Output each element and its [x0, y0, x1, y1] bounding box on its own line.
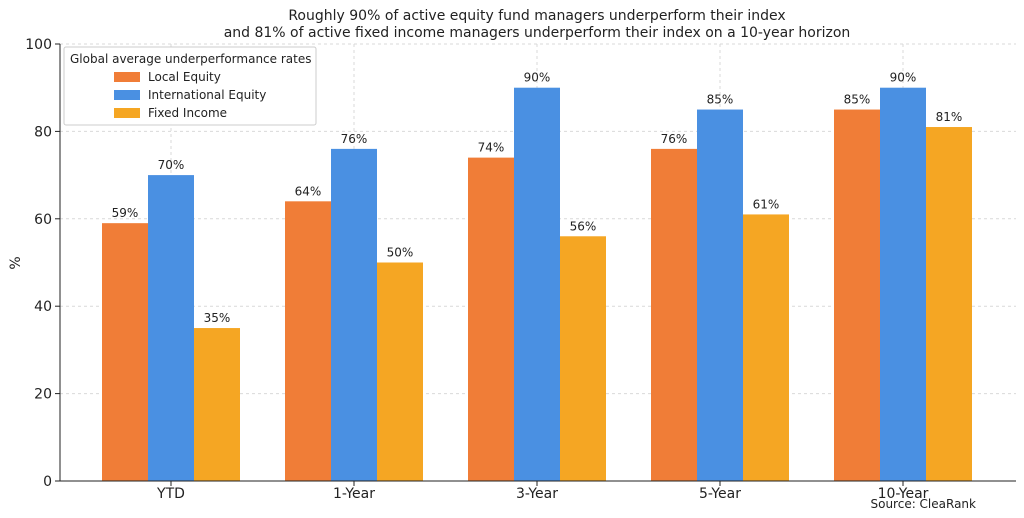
legend-swatch — [114, 72, 140, 82]
legend-title: Global average underperformance rates — [70, 52, 311, 66]
bar-value-label: 85% — [707, 93, 734, 107]
legend: Global average underperformance rates Lo… — [63, 46, 317, 126]
x-tick-label: 10-Year — [878, 486, 929, 502]
legend-label: Local Equity — [148, 70, 221, 84]
bar-value-label: 90% — [524, 71, 551, 85]
bar-value-label: 76% — [341, 132, 368, 146]
legend-box — [63, 46, 317, 126]
legend-swatch — [114, 90, 140, 100]
chart-title: Roughly 90% of active equity fund manage… — [288, 8, 785, 24]
bar-international-equity — [880, 87, 926, 481]
bar-fixed-income — [194, 328, 240, 481]
chart-subtitle: and 81% of active fixed income managers … — [224, 25, 851, 41]
bar-value-label: 61% — [753, 197, 780, 211]
bar-local-equity — [285, 201, 331, 481]
source-note: Source: CleaRank — [870, 497, 976, 511]
bar-fixed-income — [926, 127, 972, 481]
bar-local-equity — [651, 148, 697, 481]
bar-local-equity — [102, 223, 148, 482]
y-tick-label: 80 — [34, 124, 52, 140]
bar-international-equity — [148, 175, 194, 481]
x-tick-label: 3-Year — [516, 486, 558, 502]
x-tick-label: YTD — [156, 486, 185, 502]
legend-label: Fixed Income — [148, 106, 227, 120]
x-tick-label: 1-Year — [333, 486, 375, 502]
bar-value-label: 90% — [890, 71, 917, 85]
bar-international-equity — [697, 109, 743, 482]
bar-fixed-income — [560, 236, 606, 481]
bar-value-label: 50% — [387, 246, 414, 260]
bar-value-label: 64% — [295, 184, 322, 198]
y-tick-label: 40 — [34, 299, 52, 315]
bar-value-label: 70% — [158, 158, 185, 172]
bar-value-label: 76% — [661, 132, 688, 146]
bar-value-label: 59% — [112, 206, 139, 220]
bar-value-label: 74% — [478, 141, 505, 155]
y-tick-label: 0 — [43, 474, 52, 490]
y-axis-label: % — [8, 256, 24, 269]
legend-label: International Equity — [148, 88, 266, 102]
y-tick-label: 20 — [34, 387, 52, 403]
legend-swatch — [114, 108, 140, 118]
bar-value-label: 85% — [844, 93, 871, 107]
bar-local-equity — [834, 109, 880, 482]
bar-value-label: 81% — [936, 110, 963, 124]
x-tick-label: 5-Year — [699, 486, 741, 502]
bar-international-equity — [331, 148, 377, 481]
bars-layer: 59% 70% 35% 64% 76% 50% 74% 90% 56% 76% 85% 61% 85% 9… — [102, 71, 972, 482]
bar-fixed-income — [377, 262, 423, 481]
axes-layer: 0 20 40 60 80 100 YTD 1-Year 3-Year 5-Year 10-Year — [25, 37, 1016, 502]
bar-international-equity — [514, 87, 560, 481]
y-tick-label: 100 — [25, 37, 52, 53]
bar-value-label: 35% — [204, 311, 231, 325]
bar-fixed-income — [743, 214, 789, 481]
y-tick-label: 60 — [34, 212, 52, 228]
bar-local-equity — [468, 157, 514, 481]
bar-value-label: 56% — [570, 219, 597, 233]
